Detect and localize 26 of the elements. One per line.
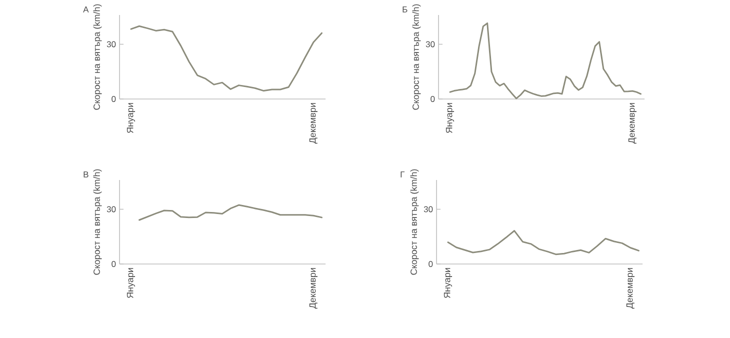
y-axis-title: Скорост на вятъра (km/h): [412, 4, 421, 110]
x-tick-label: Януари: [126, 268, 136, 298]
x-tick-label: Януари: [446, 103, 454, 134]
line-series: [449, 22, 642, 100]
y-tick-label: 0: [430, 96, 435, 102]
chart-title: А: [83, 6, 89, 12]
y-axis-title: Скорост на вятъра (km/h): [410, 169, 419, 275]
y-tick-label: 30: [106, 206, 116, 212]
chart-title: Г: [400, 172, 405, 178]
chart-title: В: [84, 172, 88, 178]
x-tick-label: Декември: [309, 268, 318, 309]
x-tick-label: Декември: [309, 103, 318, 144]
y-tick-label: 0: [428, 261, 433, 268]
y-tick-label: 0: [112, 261, 116, 268]
x-tick-label: Януари: [444, 268, 452, 298]
line-series: [130, 25, 322, 92]
y-tick-label: 30: [106, 41, 116, 48]
y-tick-label: 0: [112, 96, 116, 102]
y-axis-title: Скорост на вятъра (km/h): [93, 169, 102, 275]
x-tick-label: Януари: [126, 103, 136, 134]
y-axis-title: Скорост на вятъра (km/h): [93, 4, 102, 110]
x-tick-label: Декември: [626, 268, 634, 309]
chart-title: Б: [402, 6, 408, 12]
x-tick-label: Декември: [628, 103, 636, 144]
y-tick-label: 30: [426, 41, 435, 48]
y-tick-label: 30: [424, 206, 433, 212]
